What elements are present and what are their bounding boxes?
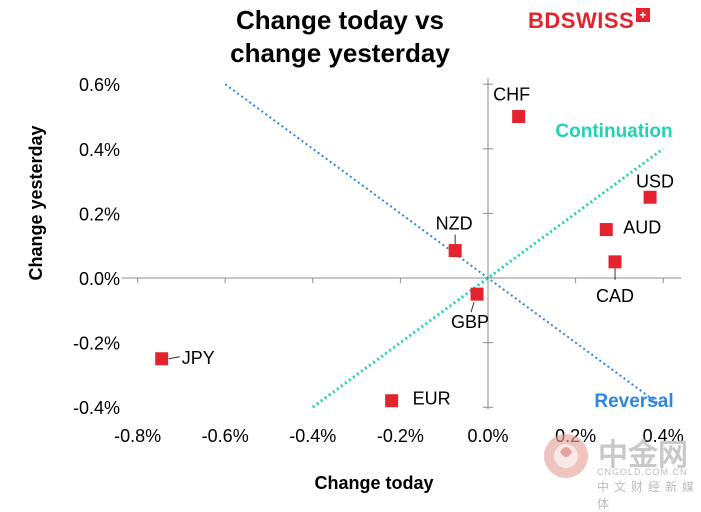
- bdswiss-logo: BDSWISS +: [528, 8, 651, 34]
- reversal-line: [224, 83, 664, 409]
- reversal-label: Reversal: [594, 391, 673, 412]
- scatter-chart: -0.4% -0.2% 0.0% 0.2% 0.4% 0.6% -0.8% -0.6% -0.4…: [26, 75, 684, 493]
- y-axis-title: Change yesterday: [26, 125, 46, 280]
- data-point-chf: [512, 110, 526, 123]
- y-tick-label: 0.4%: [79, 140, 120, 160]
- point-label-aud: AUD: [623, 218, 661, 238]
- data-point-gbp: [470, 287, 484, 301]
- x-tick-label: -0.8%: [114, 426, 161, 446]
- point-label-cad: CAD: [596, 286, 634, 306]
- watermark-cn: 中金网: [598, 439, 688, 472]
- data-point-jpy: [155, 352, 169, 366]
- x-tick-label: -0.4%: [289, 426, 336, 446]
- continuation-label: Continuation: [555, 121, 672, 142]
- logo-text: BDSWISS: [528, 8, 635, 33]
- watermark-cn-sub: 中文财经新媒体: [597, 480, 700, 511]
- data-point-nzd: [448, 244, 462, 258]
- y-tick-label: -0.2%: [73, 334, 120, 354]
- x-tick-label: 0.0%: [467, 426, 508, 446]
- data-point-eur: [385, 394, 399, 408]
- y-tick-label: 0.0%: [79, 269, 120, 289]
- y-tick-label: 0.2%: [79, 204, 120, 224]
- chart-title: Change today vs change yesterday: [190, 4, 490, 70]
- x-tick-label: 0.4%: [643, 426, 684, 446]
- point-leader-line: [470, 302, 475, 313]
- point-label-eur: EUR: [413, 389, 451, 409]
- point-label-gbp: GBP: [451, 312, 489, 332]
- point-label-usd: USD: [636, 171, 674, 191]
- y-tick-label: 0.6%: [79, 75, 120, 95]
- y-tick-label: -0.4%: [73, 398, 120, 418]
- cngold-logo-icon: [544, 434, 588, 478]
- point-label-chf: CHF: [493, 85, 530, 105]
- swiss-cross-icon: +: [636, 8, 651, 22]
- watermark-domain: CNGOLD.COM.CN: [597, 467, 688, 477]
- cngold-watermark: [540, 424, 700, 494]
- x-tick-label: -0.6%: [202, 426, 249, 446]
- title-line-1: Change today vs: [235, 5, 445, 35]
- point-label-jpy: JPY: [182, 348, 215, 368]
- title-line-2: change yesterday: [230, 38, 450, 68]
- point-label-nzd: NZD: [436, 214, 473, 234]
- data-point-usd: [643, 190, 657, 204]
- data-point-cad: [608, 255, 622, 269]
- point-leader-line: [168, 356, 180, 360]
- data-point-aud: [599, 223, 613, 237]
- x-axis-title: Change today: [314, 473, 433, 493]
- x-tick-label: -0.2%: [377, 426, 424, 446]
